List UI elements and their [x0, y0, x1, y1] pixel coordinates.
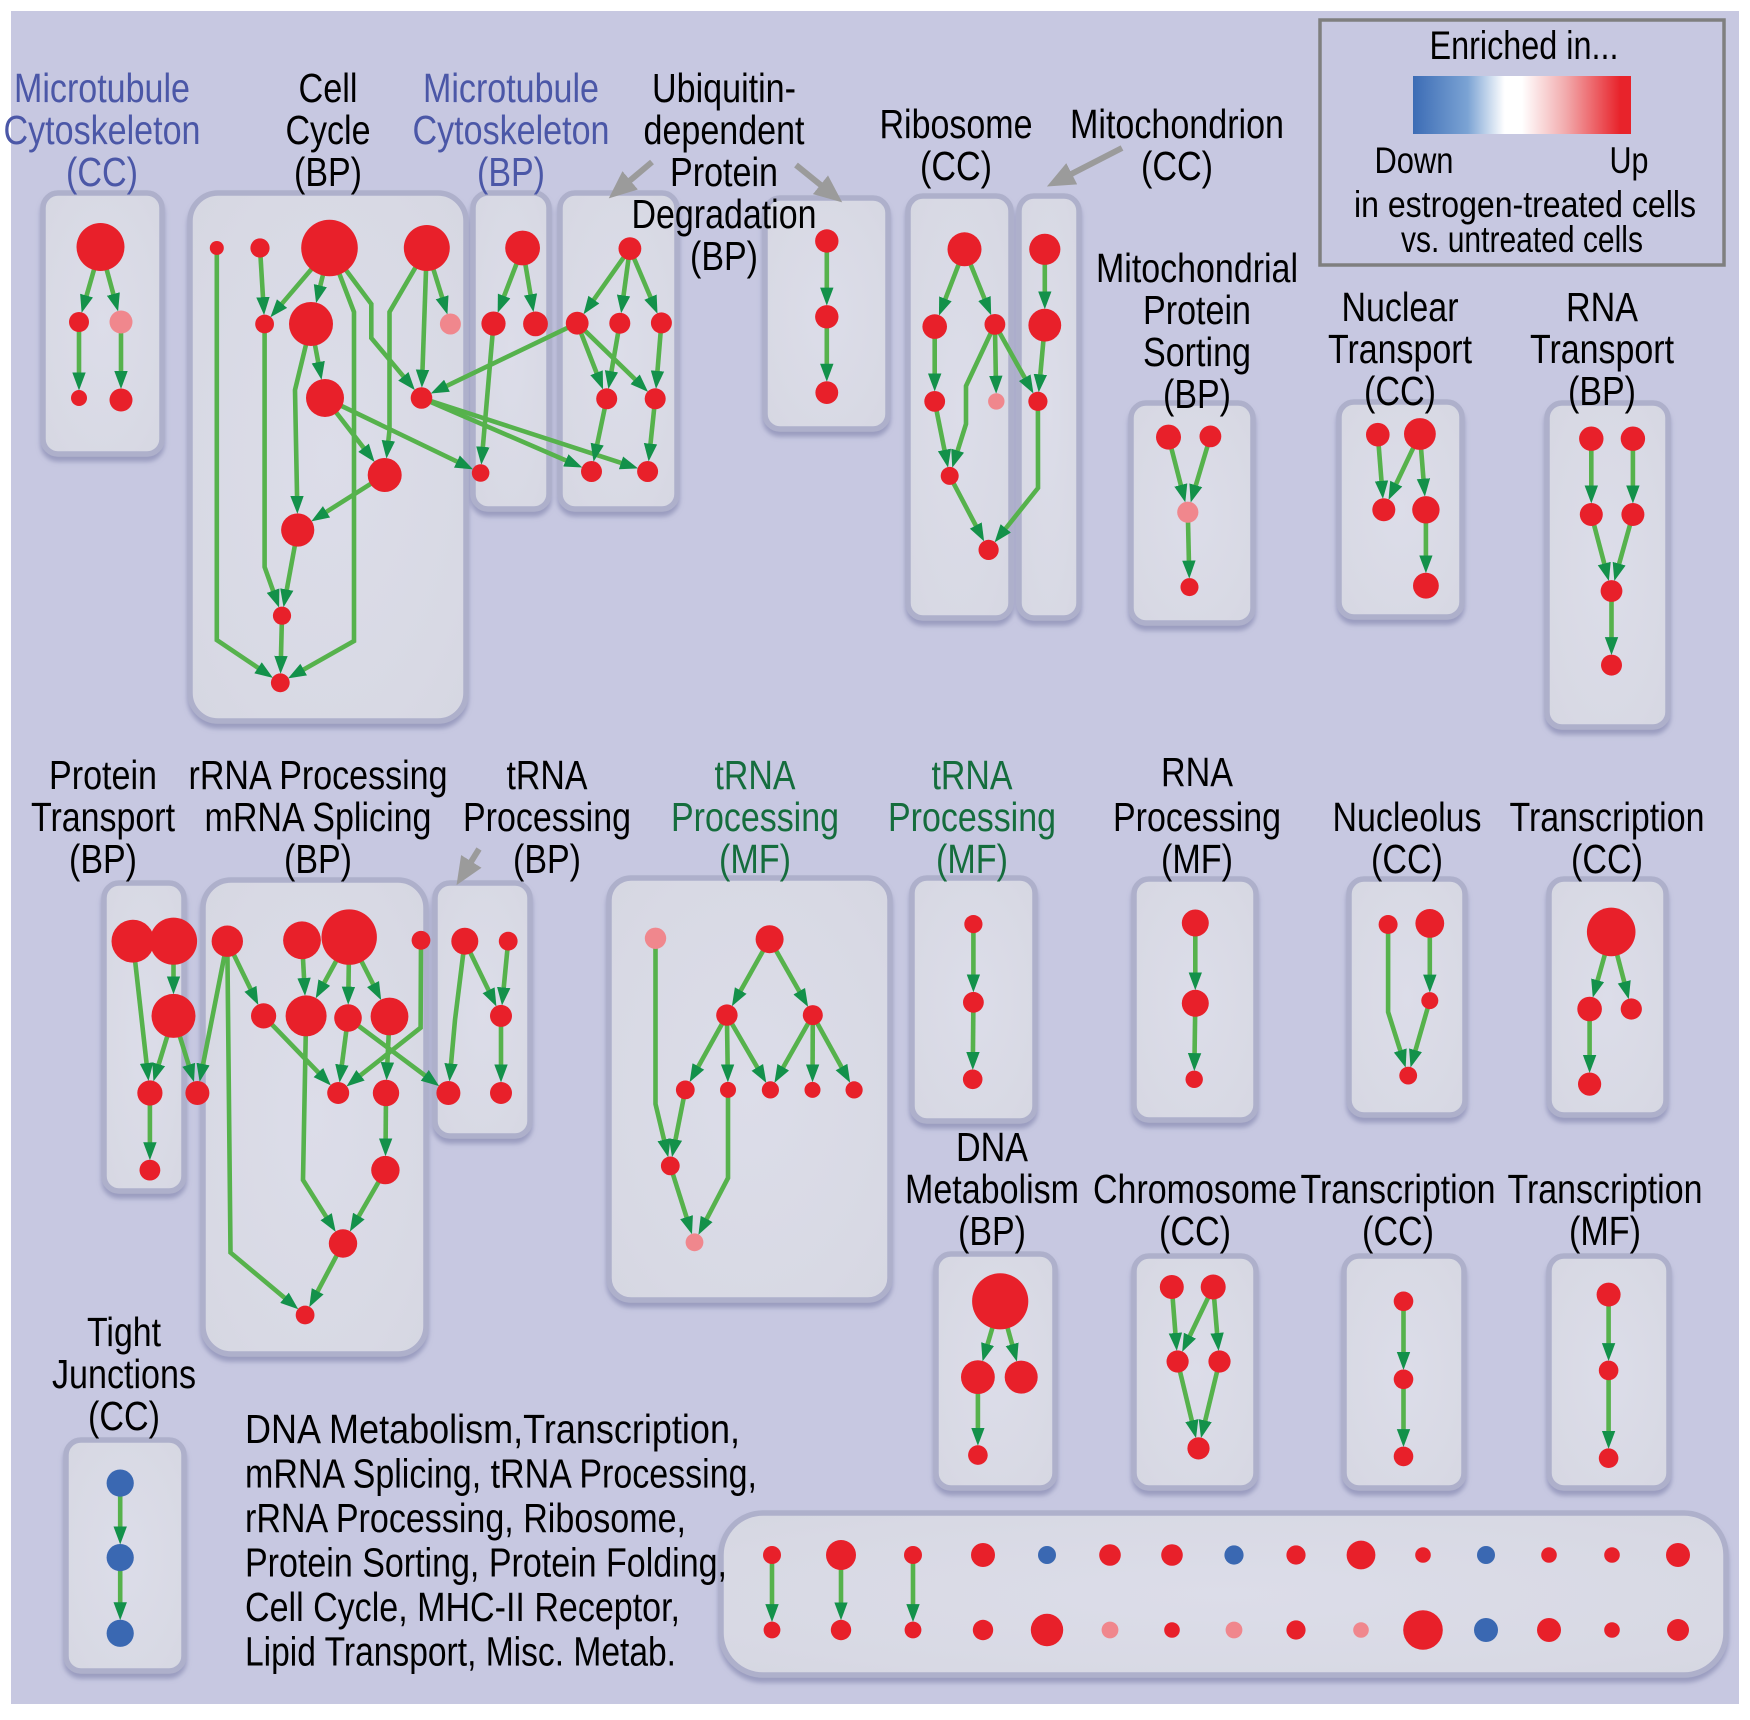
- svg-text:Protein: Protein: [670, 149, 778, 195]
- svg-text:Transport: Transport: [1328, 326, 1472, 372]
- svg-text:(BP): (BP): [513, 836, 581, 882]
- svg-text:Protein: Protein: [49, 752, 157, 798]
- svg-text:(CC): (CC): [88, 1393, 160, 1439]
- svg-text:tRNA: tRNA: [715, 752, 797, 798]
- svg-text:(BP): (BP): [69, 836, 137, 882]
- svg-text:(CC): (CC): [66, 149, 138, 195]
- svg-text:Up: Up: [1610, 140, 1649, 181]
- svg-text:Cytoskeleton: Cytoskeleton: [413, 107, 610, 153]
- svg-text:rRNA Processing: rRNA Processing: [189, 752, 448, 798]
- svg-text:Nucleolus: Nucleolus: [1333, 794, 1482, 840]
- svg-text:Sorting: Sorting: [1143, 329, 1251, 375]
- svg-text:Chromosome: Chromosome: [1093, 1166, 1297, 1212]
- svg-text:Cytoskeleton: Cytoskeleton: [4, 107, 201, 153]
- svg-text:Cell Cycle, MHC-II Receptor,: Cell Cycle, MHC-II Receptor,: [245, 1584, 680, 1630]
- svg-text:RNA: RNA: [1161, 749, 1234, 795]
- svg-text:Ubiquitin-: Ubiquitin-: [652, 65, 796, 111]
- svg-text:Protein Sorting, Protein Foldi: Protein Sorting, Protein Folding,: [245, 1540, 727, 1586]
- svg-text:Nuclear: Nuclear: [1342, 284, 1459, 330]
- svg-text:dependent: dependent: [644, 107, 806, 153]
- svg-text:(CC): (CC): [1371, 836, 1443, 882]
- svg-text:Cell: Cell: [299, 65, 358, 111]
- svg-text:Mitochondrial: Mitochondrial: [1096, 245, 1298, 291]
- svg-text:(MF): (MF): [936, 836, 1008, 882]
- svg-text:(CC): (CC): [920, 143, 992, 189]
- svg-text:mRNA Splicing, tRNA Processing: mRNA Splicing, tRNA Processing,: [245, 1451, 757, 1497]
- svg-text:Enriched in...: Enriched in...: [1430, 24, 1619, 68]
- svg-text:Degradation: Degradation: [632, 191, 817, 237]
- svg-text:Transcription: Transcription: [1301, 1166, 1496, 1212]
- svg-text:Processing: Processing: [463, 794, 631, 840]
- svg-text:(MF): (MF): [1161, 836, 1233, 882]
- svg-text:(CC): (CC): [1571, 836, 1643, 882]
- svg-text:(BP): (BP): [1163, 371, 1231, 417]
- svg-text:DNA Metabolism,Transcription,: DNA Metabolism,Transcription,: [245, 1406, 740, 1452]
- svg-text:(CC): (CC): [1362, 1208, 1434, 1254]
- svg-text:Down: Down: [1375, 140, 1454, 181]
- svg-text:Transport: Transport: [1530, 326, 1674, 372]
- svg-text:(MF): (MF): [719, 836, 791, 882]
- svg-text:tRNA: tRNA: [932, 752, 1014, 798]
- svg-text:Transcription: Transcription: [1508, 1166, 1703, 1212]
- svg-text:vs. untreated cells: vs. untreated cells: [1401, 219, 1643, 260]
- svg-text:Microtubule: Microtubule: [423, 65, 599, 111]
- svg-text:Ribosome: Ribosome: [880, 101, 1033, 147]
- svg-text:Processing: Processing: [1113, 794, 1281, 840]
- svg-text:(BP): (BP): [294, 149, 362, 195]
- svg-text:Processing: Processing: [671, 794, 839, 840]
- svg-text:(BP): (BP): [477, 149, 545, 195]
- svg-text:in estrogen-treated cells: in estrogen-treated cells: [1354, 184, 1696, 225]
- svg-text:(CC): (CC): [1364, 368, 1436, 414]
- svg-text:Processing: Processing: [888, 794, 1056, 840]
- svg-text:tRNA: tRNA: [507, 752, 589, 798]
- svg-text:rRNA Processing, Ribosome,: rRNA Processing, Ribosome,: [245, 1495, 686, 1541]
- svg-text:(BP): (BP): [690, 233, 758, 279]
- svg-text:(CC): (CC): [1141, 143, 1213, 189]
- svg-text:Metabolism: Metabolism: [905, 1166, 1079, 1212]
- svg-text:Transport: Transport: [31, 794, 175, 840]
- svg-text:(BP): (BP): [284, 836, 352, 882]
- svg-text:Cycle: Cycle: [286, 107, 371, 153]
- svg-text:mRNA Splicing: mRNA Splicing: [205, 794, 432, 840]
- svg-text:(BP): (BP): [958, 1208, 1026, 1254]
- svg-text:DNA: DNA: [956, 1124, 1029, 1170]
- svg-text:RNA: RNA: [1566, 284, 1639, 330]
- svg-text:Protein: Protein: [1143, 287, 1251, 333]
- svg-text:Tight: Tight: [87, 1309, 161, 1355]
- svg-text:(CC): (CC): [1159, 1208, 1231, 1254]
- svg-text:Junctions: Junctions: [52, 1351, 196, 1397]
- svg-text:Transcription: Transcription: [1510, 794, 1705, 840]
- svg-text:(MF): (MF): [1569, 1208, 1641, 1254]
- svg-text:(BP): (BP): [1568, 368, 1636, 414]
- svg-text:Microtubule: Microtubule: [14, 65, 190, 111]
- svg-text:Lipid Transport, Misc. Metab.: Lipid Transport, Misc. Metab.: [245, 1629, 676, 1675]
- svg-text:Mitochondrion: Mitochondrion: [1070, 101, 1284, 147]
